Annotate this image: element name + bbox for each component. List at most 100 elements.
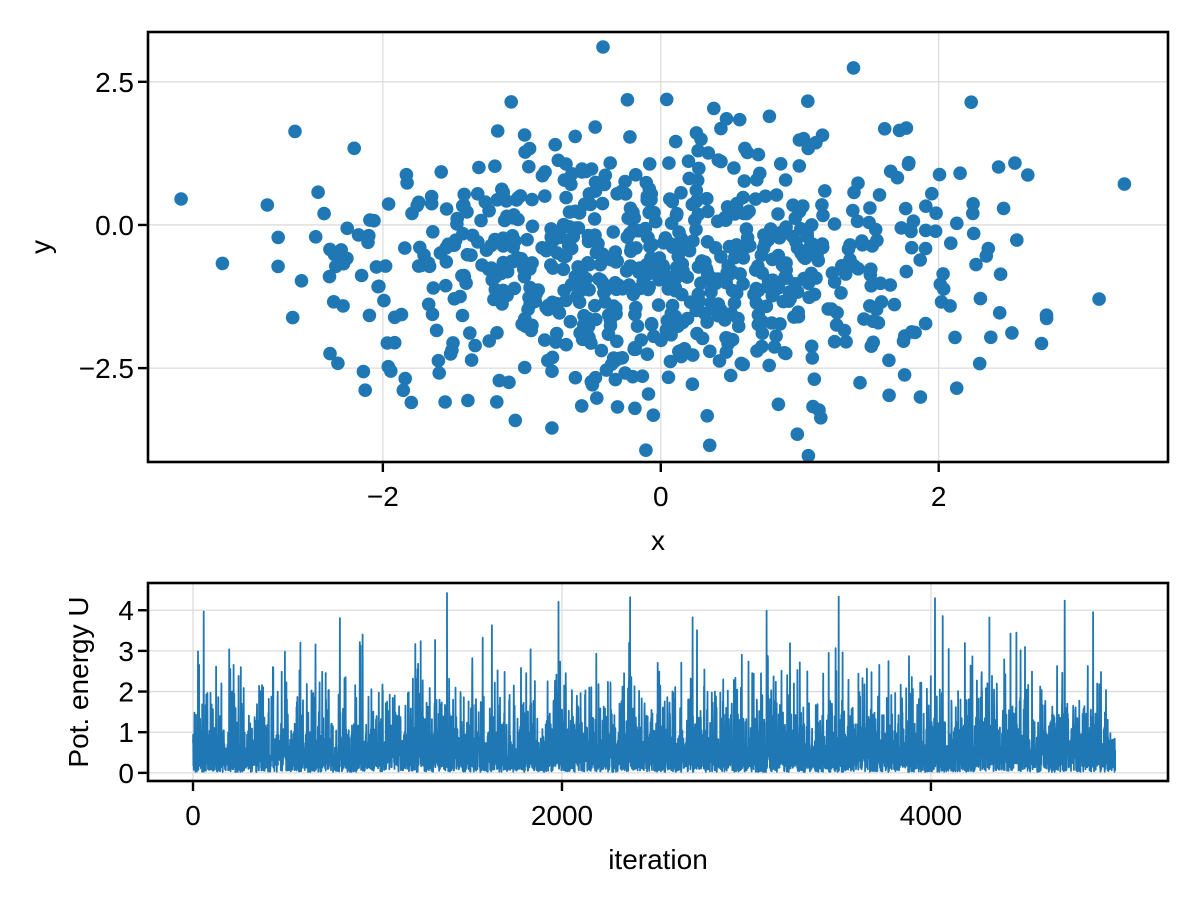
scatter-point	[704, 285, 718, 299]
scatter-point	[790, 427, 805, 442]
scatter-point	[818, 184, 832, 198]
scatter-point	[537, 333, 552, 347]
scatter-point	[691, 143, 705, 158]
scatter-point	[377, 293, 391, 308]
scatter-point	[773, 157, 788, 171]
y-tick-label: 2	[118, 677, 134, 708]
scatter-point	[651, 298, 666, 312]
scatter-point	[846, 203, 860, 218]
scatter-point	[897, 368, 912, 382]
x-axis-label: x	[651, 525, 665, 556]
x-tick-label: 2000	[531, 800, 593, 831]
scatter-point	[556, 262, 571, 277]
scatter-point	[764, 316, 779, 330]
scatter-point	[966, 197, 980, 211]
scatter-point	[544, 230, 558, 244]
scatter-point	[969, 257, 983, 272]
scatter-point	[596, 40, 610, 54]
scatter-point	[663, 354, 678, 369]
scatter-point	[748, 263, 763, 277]
scatter-point	[643, 239, 657, 254]
scatter-point	[640, 193, 654, 207]
scatter-point	[913, 390, 928, 404]
scatter-point	[317, 206, 331, 221]
scatter-point	[936, 267, 950, 281]
energy-trace-panel: 0 2000 4000 0 1 2 3 4 iteration Pot. energy U	[63, 581, 1170, 875]
scatter-point	[398, 241, 412, 255]
scatter-point	[804, 339, 819, 354]
y-tick-label: −2.5	[79, 353, 134, 384]
scatter-point	[864, 339, 879, 354]
scatter-point	[549, 326, 564, 341]
axes-spines	[146, 581, 1170, 783]
scatter-point	[807, 372, 822, 387]
scatter-point	[809, 135, 823, 150]
x-tick-label: 0	[653, 481, 669, 512]
y-tick-label: 4	[118, 595, 134, 626]
x-tick-label: 0	[185, 800, 201, 831]
scatter-point	[563, 314, 578, 329]
scatter-point	[913, 253, 927, 267]
scatter-point	[371, 279, 385, 294]
scatter-point	[582, 257, 597, 272]
scatter-point	[701, 146, 716, 160]
scatter-point	[898, 201, 913, 216]
scatter-point	[771, 248, 786, 263]
scatter-point	[559, 337, 573, 352]
scatter-point	[577, 308, 591, 323]
scatter-point	[620, 230, 635, 244]
scatter-point	[378, 259, 393, 273]
scatter-point	[723, 368, 738, 383]
y-tick-label: 1	[118, 717, 134, 748]
scatter-point	[381, 197, 396, 211]
scatter-point	[751, 308, 766, 322]
scatter-point	[504, 95, 518, 109]
scatter-point	[174, 192, 188, 206]
scatter-point	[769, 329, 783, 343]
scatter-point	[474, 213, 488, 228]
scatter-point	[490, 193, 505, 207]
scatter-point	[548, 137, 562, 152]
scatter-point	[635, 369, 650, 384]
y-tick-label: 0.0	[95, 210, 134, 241]
scatter-point	[751, 147, 766, 162]
scatter-point	[568, 370, 583, 385]
scatter-point	[948, 330, 962, 345]
scatter-point	[394, 307, 409, 322]
scatter-point	[455, 199, 470, 213]
scatter-point	[588, 370, 603, 385]
scatter-point	[972, 356, 987, 371]
scatter-point	[904, 224, 918, 239]
scatter-point	[796, 131, 811, 146]
scatter-point	[468, 338, 482, 353]
scatter-point	[517, 128, 532, 142]
scatter-point	[525, 256, 539, 270]
scatter-point	[598, 251, 613, 266]
axes-spines	[146, 30, 1170, 464]
scatter-point	[700, 191, 714, 206]
scatter-point	[582, 187, 597, 201]
scatter-point	[771, 397, 786, 412]
x-tick-label: 4000	[900, 800, 962, 831]
scatter-point	[725, 332, 740, 347]
scatter-point	[809, 271, 823, 285]
scatter-point	[901, 157, 916, 172]
scatter-point	[782, 294, 796, 309]
scatter-point	[271, 259, 285, 274]
scatter-point	[508, 413, 523, 428]
scatter-point	[654, 266, 668, 281]
scatter-point	[918, 316, 933, 331]
scatter-point	[722, 267, 737, 282]
scatter-point	[545, 364, 559, 379]
scatter-point	[691, 207, 706, 222]
scatter-point	[488, 159, 502, 173]
scatter-point	[925, 186, 939, 201]
scatter-point	[714, 249, 728, 264]
scatter-point	[815, 240, 830, 255]
scatter-point	[1039, 308, 1054, 323]
scatter-point	[456, 226, 470, 241]
tick-marks	[138, 609, 933, 791]
scatter-point	[839, 335, 853, 349]
